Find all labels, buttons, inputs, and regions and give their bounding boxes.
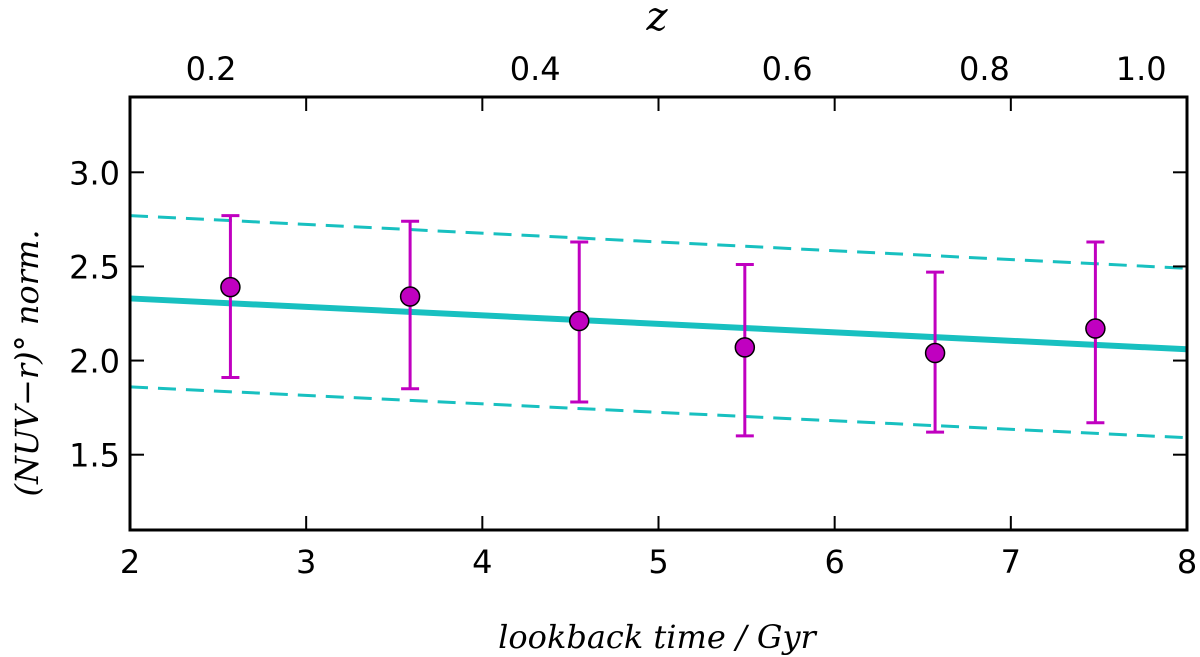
- x-tick-label-4: 4: [472, 543, 492, 581]
- top-tick-label-0.8: 0.8: [959, 50, 1010, 88]
- x-tick-label-7: 7: [1001, 543, 1021, 581]
- top-axis-label: z: [645, 0, 668, 40]
- y-tick-label-2.0: 2.0: [69, 343, 120, 381]
- x-tick-label-2: 2: [120, 543, 140, 581]
- x-axis-label: lookback time / Gyr: [498, 618, 817, 656]
- axis-ticks: 2 3 4 5 6 7 8 1.5 2.0 2.5 3.0 0.2 0.4 0.6 0.8 1.0: [69, 50, 1197, 581]
- upper-bound-line: [129, 214, 1188, 270]
- plot-frame: [128, 95, 1189, 532]
- data-points: [220, 214, 1106, 438]
- fit-line-line: [129, 295, 1188, 353]
- lower-bound-line: [129, 385, 1188, 440]
- top-tick-label-0.6: 0.6: [762, 50, 813, 88]
- data-point-3: [568, 310, 590, 332]
- fit-lines: [129, 214, 1188, 440]
- top-tick-label-0.4: 0.4: [510, 50, 561, 88]
- data-point-6: [1085, 318, 1106, 339]
- top-tick-label-0.2: 0.2: [186, 50, 237, 88]
- y-tick-label-3.0: 3.0: [69, 154, 120, 192]
- x-tick-label-6: 6: [824, 543, 844, 581]
- y-axis-label: (NUV−r)° norm.: [8, 229, 46, 496]
- data-point-2: [399, 286, 421, 307]
- x-tick-label-5: 5: [648, 543, 668, 581]
- data-point-5: [924, 342, 946, 364]
- x-tick-label-3: 3: [296, 543, 316, 581]
- x-tick-label-8: 8: [1177, 543, 1197, 581]
- data-point-4: [734, 337, 756, 358]
- top-tick-label-1.0: 1.0: [1116, 50, 1167, 88]
- y-tick-label-1.5: 1.5: [69, 437, 120, 475]
- data-point-1: [220, 276, 241, 298]
- y-tick-label-2.5: 2.5: [69, 248, 120, 286]
